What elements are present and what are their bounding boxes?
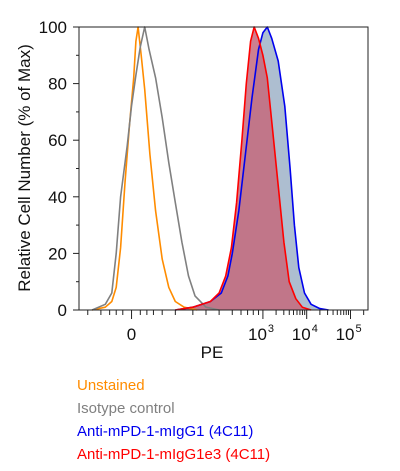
x-tick-exponent: 4 bbox=[312, 323, 318, 335]
series-fills bbox=[175, 27, 329, 310]
legend-item-isotype-control: Isotype control bbox=[77, 400, 175, 417]
x-tick-exponent: 3 bbox=[268, 323, 274, 335]
y-axis-title: Relative Cell Number (% of Max) bbox=[15, 44, 34, 292]
y-tick-label: 100 bbox=[39, 18, 67, 37]
series-line-2 bbox=[175, 26, 329, 311]
x-tick-label: 0 bbox=[127, 325, 136, 344]
legend-item-unstained: Unstained bbox=[77, 377, 145, 394]
x-axis-title: PE bbox=[201, 343, 224, 362]
legend-item-mpd1-migg1e3: Anti-mPD-1-mIgG1e3 (4C11) bbox=[77, 446, 271, 463]
series-line-1 bbox=[91, 26, 220, 311]
x-tick-label: 10 bbox=[248, 325, 267, 344]
y-tick-label: 40 bbox=[48, 188, 67, 207]
y-tick-label: 60 bbox=[48, 131, 67, 150]
x-axis: 0 10 3 10 4 10 5 bbox=[87, 310, 365, 344]
y-tick-label: 0 bbox=[58, 301, 67, 320]
x-tick-label: 10 bbox=[336, 325, 355, 344]
y-tick-label: 20 bbox=[48, 244, 67, 263]
legend-item-mpd1-migg1: Anti-mPD-1-mIgG1 (4C11) bbox=[77, 423, 254, 440]
x-tick-exponent: 5 bbox=[355, 323, 361, 335]
plot-frame bbox=[78, 26, 369, 311]
series-line-0 bbox=[91, 26, 198, 311]
x-tick-label: 10 bbox=[292, 325, 311, 344]
y-axis: 0 20 40 60 80 100 bbox=[39, 18, 79, 320]
legend: Unstained Isotype control Anti-mPD-1-mIg… bbox=[77, 374, 270, 466]
y-tick-label: 80 bbox=[48, 75, 67, 94]
